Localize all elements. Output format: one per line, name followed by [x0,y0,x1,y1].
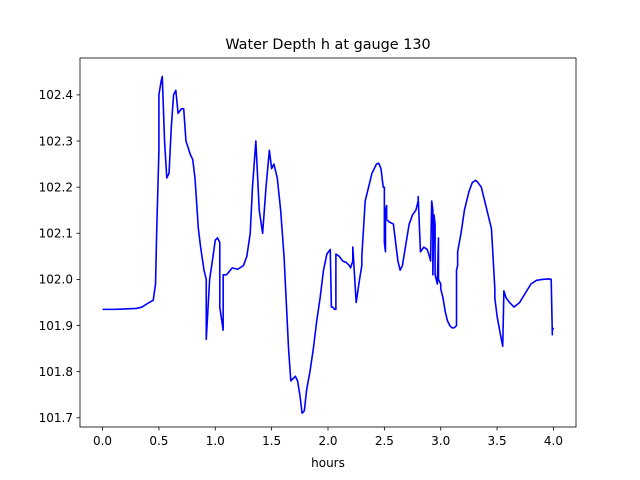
x-axis-label: hours [311,456,345,470]
x-tick-label: 3.5 [488,434,507,448]
y-tick-label: 101.9 [39,319,73,333]
series-line [102,75,555,414]
chart-title: Water Depth h at gauge 130 [225,37,430,53]
x-tick-label: 0.0 [93,434,112,448]
y-axis: 101.7 101.8 101.9 102.0 102.1 102.2 102.3 102.4 [39,88,80,425]
y-tick-label: 102.4 [39,88,73,102]
y-tick-label: 101.8 [39,365,73,379]
y-tick-label: 102.2 [39,180,73,194]
y-tick-label: 102.1 [39,227,73,241]
x-tick-label: 3.0 [431,434,450,448]
x-tick-label: 1.5 [262,434,281,448]
x-tick-label: 4.0 [544,434,563,448]
x-tick-label: 0.5 [149,434,168,448]
plot-area [80,58,576,427]
x-axis: 0.0 0.5 1.0 1.5 2.0 2.5 3.0 3.5 4.0 [93,427,563,448]
y-tick-label: 102.3 [39,134,73,148]
x-tick-label: 2.5 [375,434,394,448]
x-tick-label: 2.0 [318,434,337,448]
y-tick-label: 102.0 [39,273,73,287]
x-tick-label: 1.0 [206,434,225,448]
y-tick-label: 101.7 [39,411,73,425]
